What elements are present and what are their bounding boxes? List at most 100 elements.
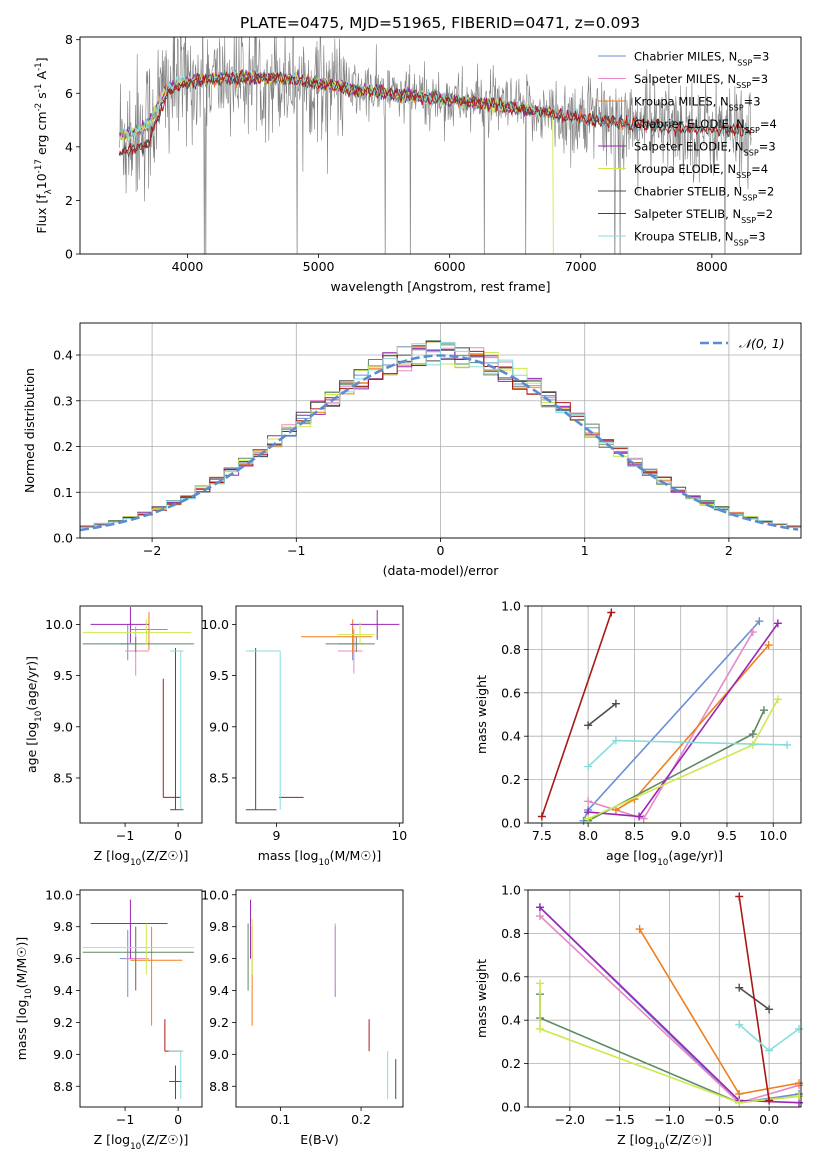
y-tick-label: 9.5 xyxy=(209,668,229,683)
weight-marker-kroupa_stelib xyxy=(735,1020,744,1029)
x-tick-label: 8.0 xyxy=(578,828,598,843)
weight-marker-salpeter_elodie xyxy=(773,619,782,628)
y-tick-label: 10.0 xyxy=(201,887,229,902)
x-tick-label: 0 xyxy=(174,1112,182,1127)
mass_vs_Z-plot xyxy=(82,899,195,1100)
x-tick-label: −1 xyxy=(116,1112,134,1127)
y-tick-label: 1.0 xyxy=(501,599,521,614)
axes-frame xyxy=(235,605,404,824)
y-tick-label: 0.4 xyxy=(501,729,521,744)
x-tick-label: −2 xyxy=(143,543,161,558)
weight-marker-chabrier_elodie xyxy=(759,706,768,715)
axes-frame xyxy=(79,605,203,824)
mass_vs_EBV-plot xyxy=(247,899,397,1100)
mass_vs_Z-ylabel: mass [log10(M/M☉)] xyxy=(14,937,34,1061)
weight-marker-salpeter_stelib xyxy=(735,892,744,901)
y-tick-label: 0.4 xyxy=(501,1013,521,1028)
axes-frame xyxy=(235,889,404,1108)
spectrum-plot xyxy=(118,37,752,254)
legend-label: Salpeter STELIB, NSSP=2 xyxy=(634,207,773,225)
y-tick-label: 9.4 xyxy=(53,983,73,998)
weight-marker-chabrier_stelib xyxy=(765,1005,774,1014)
legend-label: 𝒩(0, 1) xyxy=(739,336,785,351)
y-tick-label: 8.5 xyxy=(209,770,229,785)
weight-marker-kroupa_miles xyxy=(764,641,773,650)
x-tick-label: −1 xyxy=(287,543,305,558)
weight-marker-salpeter_stelib xyxy=(607,608,616,617)
x-tick-label: −1.0 xyxy=(654,1112,684,1127)
y-tick-label: 10.0 xyxy=(201,617,229,632)
spectrum-model-salpeter_stelib xyxy=(118,69,752,156)
x-tick-label: 9 xyxy=(273,828,281,843)
y-tick-label: 0.0 xyxy=(501,816,521,831)
age_vs_Z-plot xyxy=(82,607,195,811)
y-tick-label: 0.3 xyxy=(53,393,73,408)
x-tick-label: 4000 xyxy=(172,259,204,274)
residuals-legend: 𝒩(0, 1) xyxy=(700,336,785,351)
weight-line-salpeter_stelib xyxy=(541,612,613,817)
weight_vs_Z-ylabel: mass weight xyxy=(474,959,489,1038)
y-tick-label: 2 xyxy=(65,193,73,208)
weight-marker-salpeter_elodie xyxy=(635,812,644,821)
y-tick-label: 9.8 xyxy=(53,919,73,934)
age_vs_Z-axes: −1 0 8.5 9.0 9.5 10.0 Z [log10(Z/Z☉)] age [log1… xyxy=(24,605,203,868)
x-tick-label: 8000 xyxy=(696,259,728,274)
y-tick-label: 9.6 xyxy=(53,951,73,966)
weight-marker-chabrier_miles xyxy=(755,617,764,626)
x-tick-label: 0.0 xyxy=(759,1112,779,1127)
y-tick-label: 0.4 xyxy=(53,348,73,363)
weight-marker-salpeter_stelib xyxy=(537,812,546,821)
residuals-xlabel: (data-model)/error xyxy=(383,563,500,578)
legend-label: Chabrier MILES, NSSP=3 xyxy=(634,50,769,68)
axes-frame xyxy=(79,889,203,1108)
age_vs_mass-axes: 9 10 8.5 9.0 9.5 10.0 mass [log10(M/M☉)] xyxy=(201,605,407,868)
weight-marker-kroupa_stelib xyxy=(584,762,593,771)
y-tick-label: 0.0 xyxy=(501,1100,521,1115)
y-tick-label: 8.8 xyxy=(209,1079,229,1094)
weight-marker-kroupa_elodie xyxy=(584,814,593,823)
weight-marker-salpeter_miles xyxy=(535,912,544,921)
weight-marker-kroupa_elodie xyxy=(535,979,544,988)
weight-marker-kroupa_elodie xyxy=(795,1092,804,1101)
mass_vs_EBV-axes: 0.1 0.2 8.8 9.0 9.2 9.4 9.6 9.8 10.0 E(B-V) xyxy=(201,887,404,1147)
y-tick-label: 1.0 xyxy=(501,883,521,898)
weight-line-salpeter_stelib xyxy=(738,896,770,1101)
weight_vs_Z-xlabel: Z [log10(Z/Z☉)] xyxy=(617,1132,712,1152)
residuals-axes: −2 −1 0 1 2 0.0 0.1 0.2 0.3 0.4 (data-model)/error… xyxy=(22,322,802,578)
y-tick-label: 9.5 xyxy=(53,668,73,683)
y-tick-label: 9.0 xyxy=(209,1047,229,1062)
weight-marker-kroupa_stelib xyxy=(795,1024,804,1033)
x-tick-label: −2.0 xyxy=(555,1112,585,1127)
weight_vs_age-axes: 7.5 8.0 8.5 9.0 9.5 10.0 0.0 0.2 0.4 0.6 0.8 1.0 age… xyxy=(474,599,802,868)
y-tick-label: 10.0 xyxy=(45,617,73,632)
weight-marker-salpeter_miles xyxy=(639,814,648,823)
gaussian-curve xyxy=(80,354,799,532)
y-tick-label: 0.8 xyxy=(501,642,521,657)
x-tick-label: 10 xyxy=(391,828,407,843)
age_vs_mass-xlabel: mass [log10(M/M☉)] xyxy=(258,848,382,868)
x-tick-label: −1 xyxy=(116,828,134,843)
x-tick-label: 6000 xyxy=(434,259,466,274)
legend-label: Salpeter ELODIE, NSSP=3 xyxy=(634,140,776,158)
y-tick-label: 9.8 xyxy=(209,919,229,934)
residuals-plot xyxy=(80,340,801,532)
weight-marker-kroupa_elodie xyxy=(735,1098,744,1107)
spectrum-xlabel: wavelength [Angstrom, rest frame] xyxy=(330,279,550,294)
weight-marker-salpeter_miles xyxy=(748,628,757,637)
y-tick-label: 0.1 xyxy=(53,485,73,500)
weight-marker-kroupa_miles xyxy=(611,805,620,814)
mass_vs_Z-xlabel: Z [log10(Z/Z☉)] xyxy=(94,1132,189,1152)
x-tick-label: 0 xyxy=(437,543,445,558)
legend-label: Kroupa ELODIE, NSSP=4 xyxy=(634,162,768,180)
weight-marker-salpeter_elodie xyxy=(535,903,544,912)
y-tick-label: 10.0 xyxy=(45,887,73,902)
x-tick-label: 8.5 xyxy=(624,828,644,843)
age_vs_Z-xlabel: Z [log10(Z/Z☉)] xyxy=(94,848,189,868)
y-tick-label: 0.8 xyxy=(501,926,521,941)
weight-marker-kroupa_stelib xyxy=(765,1046,774,1055)
x-tick-label: 1 xyxy=(581,543,589,558)
y-tick-label: 9.6 xyxy=(209,951,229,966)
x-tick-label: 10.0 xyxy=(759,828,787,843)
y-tick-label: 9.0 xyxy=(209,719,229,734)
x-tick-label: 7000 xyxy=(565,259,597,274)
